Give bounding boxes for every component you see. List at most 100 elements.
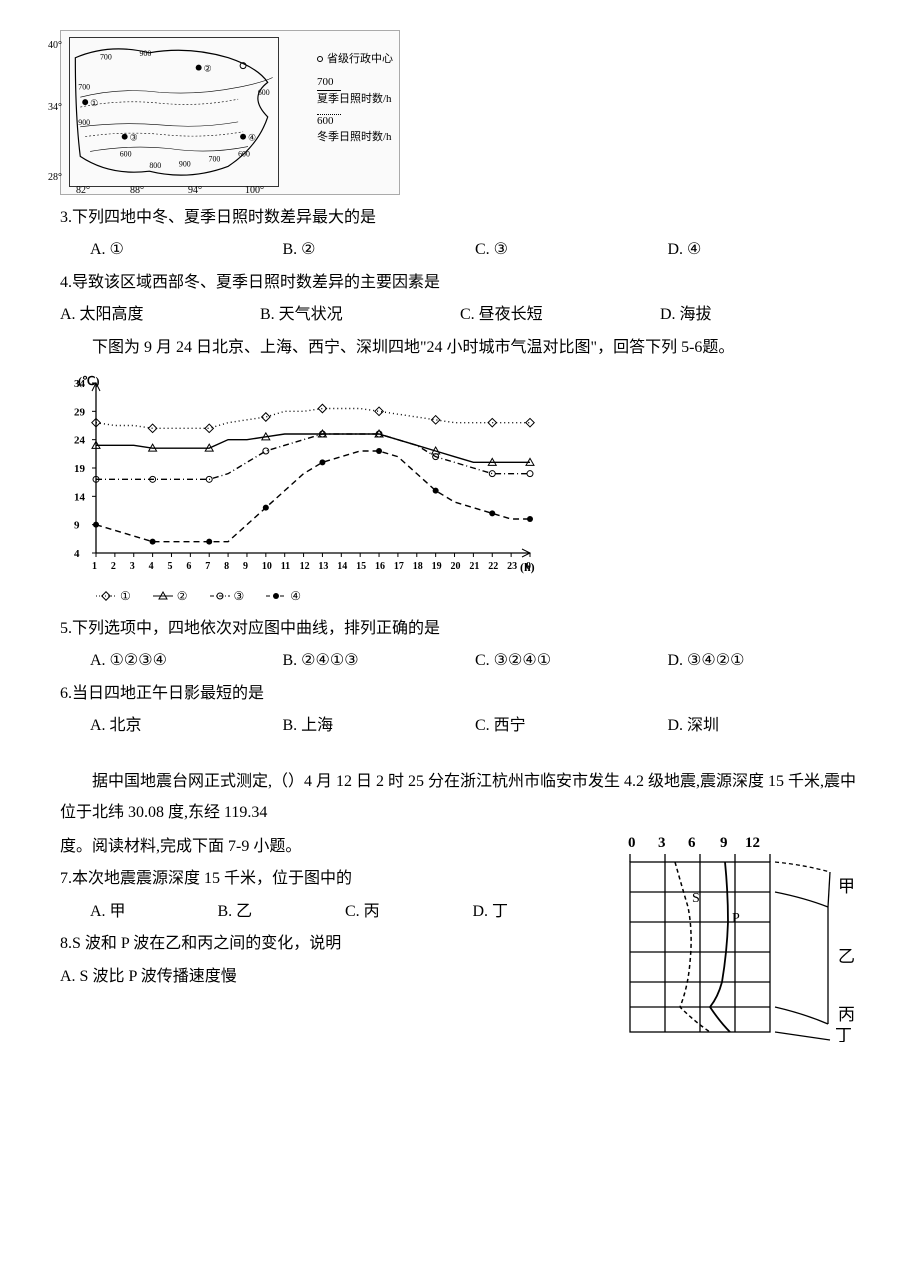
intro-79a: 据中国地震台网正式测定,（）4 月 12 日 2 时 25 分在浙江杭州市临安市… — [60, 767, 860, 828]
q6-text: 6.当日四地正午日影最短的是 — [60, 679, 860, 709]
temp-legend: ① ② ③ ④ — [60, 585, 860, 608]
svg-text:6: 6 — [688, 835, 696, 851]
svg-text:4: 4 — [74, 548, 80, 560]
q3-opt-a: A. ① — [90, 235, 283, 265]
svg-text:18: 18 — [413, 561, 423, 572]
svg-text:0: 0 — [526, 561, 531, 572]
q5-opt-c: C. ③②④① — [475, 646, 668, 676]
svg-text:6: 6 — [186, 561, 191, 572]
q8-opt-a: A. S 波比 P 波传播速度慢 — [60, 962, 600, 992]
q3-options: A. ① B. ② C. ③ D. ④ — [60, 235, 860, 265]
svg-text:S: S — [692, 891, 700, 906]
intro-79b: 度。阅读材料,完成下面 7-9 小题。 — [60, 832, 600, 862]
sunshine-map-figure: 40° 34° 28° 82° 88° 94° 100° ① ② ③ ④ 700… — [60, 30, 400, 195]
svg-text:2: 2 — [111, 561, 116, 572]
svg-text:丙: 丙 — [838, 1005, 855, 1024]
y-tick: 28° — [48, 168, 62, 187]
y-tick: 34° — [48, 98, 62, 117]
svg-text:19: 19 — [74, 463, 86, 475]
svg-text:3: 3 — [130, 561, 135, 572]
svg-text:0: 0 — [628, 835, 636, 851]
svg-text:3: 3 — [658, 835, 666, 851]
svg-text:13: 13 — [318, 561, 328, 572]
temperature-chart: (℃)(h)3429241914941234567891011121314151… — [60, 373, 540, 583]
q4-opt-a: A. 太阳高度 — [60, 300, 260, 330]
svg-text:10: 10 — [262, 561, 272, 572]
svg-text:5: 5 — [167, 561, 172, 572]
svg-text:600: 600 — [258, 88, 270, 97]
legend-dotted: 冬季日照时数/h — [317, 129, 392, 146]
q7-options: A. 甲 B. 乙 C. 丙 D. 丁 — [60, 897, 600, 927]
svg-text:乙: 乙 — [838, 947, 855, 966]
svg-text:9: 9 — [720, 835, 728, 851]
svg-text:15: 15 — [356, 561, 366, 572]
q7-opt-a: A. 甲 — [90, 897, 218, 927]
legend-4: ④ — [266, 585, 301, 608]
q6-options: A. 北京 B. 上海 C. 西宁 D. 深圳 — [60, 711, 860, 741]
svg-text:14: 14 — [337, 561, 347, 572]
q5-opt-a: A. ①②③④ — [90, 646, 283, 676]
legend-3: ③ — [210, 585, 245, 608]
svg-text:29: 29 — [74, 406, 86, 418]
q6-opt-c: C. 西宁 — [475, 711, 668, 741]
svg-text:900: 900 — [179, 159, 191, 168]
q4-text: 4.导致该区域西部冬、夏季日照时数差异的主要因素是 — [60, 268, 860, 298]
y-tick: 40° — [48, 36, 62, 55]
legend-1: ① — [96, 585, 131, 608]
q4-options: A. 太阳高度 B. 天气状况 C. 昼夜长短 D. 海拔 — [60, 300, 860, 330]
svg-text:④: ④ — [248, 133, 256, 143]
svg-text:600: 600 — [120, 149, 132, 158]
legend-center: 省级行政中心 — [327, 51, 393, 68]
map-box: 40° 34° 28° 82° 88° 94° 100° ① ② ③ ④ 700… — [69, 37, 279, 187]
q8-text: 8.S 波和 P 波在乙和丙之间的变化，说明 — [60, 929, 600, 959]
map-legend: 省级行政中心 700 夏季日照时数/h 600 冬季日照时数/h — [317, 51, 393, 152]
q4-opt-b: B. 天气状况 — [260, 300, 460, 330]
legend-solid: 夏季日照时数/h — [317, 91, 392, 108]
svg-text:①: ① — [90, 98, 98, 108]
svg-text:600: 600 — [238, 149, 250, 158]
svg-text:900: 900 — [78, 118, 90, 127]
svg-text:②: ② — [204, 64, 212, 74]
q5-opt-b: B. ②④①③ — [283, 646, 476, 676]
svg-text:16: 16 — [375, 561, 385, 572]
svg-text:800: 800 — [149, 161, 161, 170]
svg-text:9: 9 — [243, 561, 248, 572]
intro-56: 下图为 9 月 24 日北京、上海、西宁、深圳四地"24 小时城市气温对比图"，… — [60, 333, 860, 363]
seismic-figure: 0 3 6 9 12 S P — [610, 832, 860, 1042]
svg-text:12: 12 — [300, 561, 310, 572]
q6-opt-d: D. 深圳 — [668, 711, 861, 741]
svg-text:34: 34 — [74, 378, 86, 390]
svg-text:23: 23 — [507, 561, 517, 572]
svg-text:24: 24 — [74, 435, 86, 447]
svg-text:19: 19 — [432, 561, 442, 572]
svg-text:700: 700 — [78, 82, 90, 91]
q3-opt-b: B. ② — [283, 235, 476, 265]
svg-text:17: 17 — [394, 561, 404, 572]
svg-text:12: 12 — [745, 835, 760, 851]
q7-opt-d: D. 丁 — [473, 897, 601, 927]
svg-text:1: 1 — [92, 561, 97, 572]
svg-text:③: ③ — [130, 133, 138, 143]
q7-text: 7.本次地震震源深度 15 千米，位于图中的 — [60, 864, 600, 894]
svg-text:11: 11 — [281, 561, 290, 572]
seis-svg: 0 3 6 9 12 S P — [610, 832, 860, 1042]
q3-opt-d: D. ④ — [668, 235, 861, 265]
svg-text:9: 9 — [74, 520, 80, 532]
svg-text:甲: 甲 — [838, 877, 855, 896]
svg-text:P: P — [732, 911, 740, 926]
svg-text:700: 700 — [209, 154, 221, 163]
temp-svg: (℃)(h)3429241914941234567891011121314151… — [60, 373, 540, 583]
svg-text:4: 4 — [149, 561, 154, 572]
q5-options: A. ①②③④ B. ②④①③ C. ③②④① D. ③④②① — [60, 646, 860, 676]
svg-text:7: 7 — [205, 561, 210, 572]
svg-text:700: 700 — [100, 53, 112, 62]
q5-opt-d: D. ③④②① — [668, 646, 861, 676]
q7-opt-b: B. 乙 — [218, 897, 346, 927]
q6-opt-b: B. 上海 — [283, 711, 476, 741]
svg-text:21: 21 — [469, 561, 479, 572]
svg-text:22: 22 — [488, 561, 498, 572]
svg-text:20: 20 — [451, 561, 461, 572]
x-tick: 88° — [130, 181, 144, 200]
svg-text:丁: 丁 — [835, 1026, 852, 1042]
q6-opt-a: A. 北京 — [90, 711, 283, 741]
